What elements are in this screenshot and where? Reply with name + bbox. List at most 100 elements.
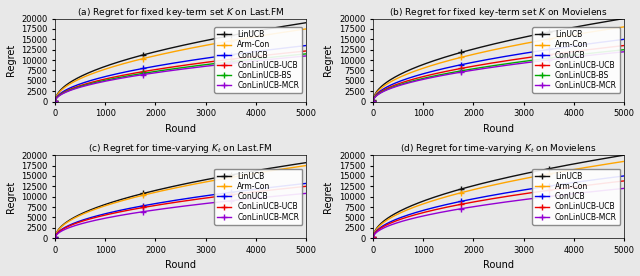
ConLinUCB-MCR [596,189,604,192]
ConLinUCB-UCB [52,233,60,237]
LinUCB [278,25,286,28]
ConLinUCB-UCB [580,184,588,187]
ConLinUCB-UCB [518,57,525,60]
ConLinUCB-BS [263,56,271,59]
ConUCB [51,99,59,102]
Line: ConLinUCB-MCR: ConLinUCB-MCR [370,185,627,241]
LinUCB [518,173,525,176]
Line: ConUCB: ConUCB [370,172,627,241]
Line: ConUCB: ConUCB [52,42,310,104]
ConLinUCB-MCR [620,50,628,54]
ConLinUCB-UCB [52,97,60,100]
ConUCB [369,236,377,239]
ConLinUCB-MCR [369,99,377,103]
ConLinUCB-UCB [620,44,628,47]
ConUCB [580,43,588,46]
ConLinUCB-BS [596,51,604,54]
ConLinUCB-BS [370,97,378,100]
ConLinUCB-UCB [51,236,59,239]
ConUCB [200,194,207,198]
ConLinUCB-MCR [369,236,377,239]
LinUCB [51,235,59,239]
ConUCB [302,44,310,47]
ConLinUCB-UCB [302,185,310,188]
ConUCB [523,51,531,55]
LinUCB [518,36,525,39]
Arm-Con [278,167,286,171]
Arm-Con [523,176,531,180]
ConLinUCB-MCR [205,201,212,205]
ConLinUCB-MCR [263,195,271,199]
LinUCB [52,95,60,99]
ConUCB [518,189,525,192]
Arm-Con [201,44,209,47]
LinUCB [302,161,310,164]
Title: (c) Regret for time-varying $\mathit{K}_t$ on Last.FM: (c) Regret for time-varying $\mathit{K}_… [88,142,273,155]
ConLinUCB-BS [620,48,628,51]
ConLinUCB-UCB [523,192,531,195]
ConLinUCB-BS [580,52,588,56]
ConLinUCB-UCB [370,97,378,100]
ConLinUCB-UCB [370,233,378,237]
Legend: LinUCB, Arm-Con, ConUCB, ConLinUCB-UCB, ConLinUCB-MCR: LinUCB, Arm-Con, ConUCB, ConLinUCB-UCB, … [214,169,302,225]
LinUCB [370,232,378,235]
ConLinUCB-UCB [201,197,209,200]
Arm-Con [205,180,212,183]
LinUCB [201,39,209,43]
LinUCB [518,36,526,39]
LinUCB [523,35,531,38]
ConLinUCB-UCB [201,61,209,64]
Arm-Con [201,181,209,184]
Arm-Con [518,42,526,46]
ConUCB [518,52,525,55]
ConLinUCB-UCB [205,196,212,199]
ConUCB [596,41,604,44]
Legend: LinUCB, Arm-Con, ConUCB, ConLinUCB-UCB, ConLinUCB-MCR: LinUCB, Arm-Con, ConUCB, ConLinUCB-UCB, … [532,169,620,225]
ConLinUCB-MCR [201,65,209,68]
ConLinUCB-MCR [302,192,310,195]
ConLinUCB-BS [201,63,209,67]
LinUCB [263,28,271,31]
Arm-Con [263,33,271,36]
Arm-Con [518,177,526,181]
ConUCB [620,38,628,41]
ConUCB [302,182,310,185]
LinUCB [205,38,212,42]
ConUCB [263,186,271,190]
LinUCB [580,160,588,164]
ConLinUCB-UCB [263,54,271,57]
Arm-Con [205,43,212,46]
Y-axis label: Regret: Regret [323,44,333,76]
LinUCB [523,172,531,175]
Legend: LinUCB, Arm-Con, ConUCB, ConLinUCB-UCB, ConLinUCB-BS, ConLinUCB-MCR: LinUCB, Arm-Con, ConUCB, ConLinUCB-UCB, … [532,27,620,93]
ConUCB [596,177,604,181]
LinUCB [51,99,59,102]
Arm-Con [52,96,60,99]
Arm-Con [580,166,588,169]
ConLinUCB-UCB [523,56,531,59]
LinUCB [369,235,377,239]
Y-axis label: Regret: Regret [6,44,15,76]
Line: LinUCB: LinUCB [52,159,310,241]
Arm-Con [263,170,271,173]
ConLinUCB-UCB [518,192,525,196]
ConUCB [518,52,526,55]
ConUCB [523,188,531,191]
Arm-Con [200,44,207,47]
ConLinUCB-UCB [302,49,310,53]
Arm-Con [518,43,525,46]
Line: Arm-Con: Arm-Con [52,25,310,104]
ConLinUCB-UCB [200,61,207,64]
ConLinUCB-MCR [200,202,207,205]
ConLinUCB-BS [52,97,60,100]
LinUCB [278,164,286,168]
Arm-Con [51,235,59,239]
Line: ConLinUCB-MCR: ConLinUCB-MCR [52,52,310,104]
ConLinUCB-BS [369,99,377,103]
ConLinUCB-UCB [51,99,59,103]
Line: ConLinUCB-UCB: ConLinUCB-UCB [52,183,310,241]
ConLinUCB-UCB [263,189,271,192]
Arm-Con [302,164,310,167]
Line: LinUCB: LinUCB [370,15,627,104]
ConLinUCB-MCR [580,54,588,57]
